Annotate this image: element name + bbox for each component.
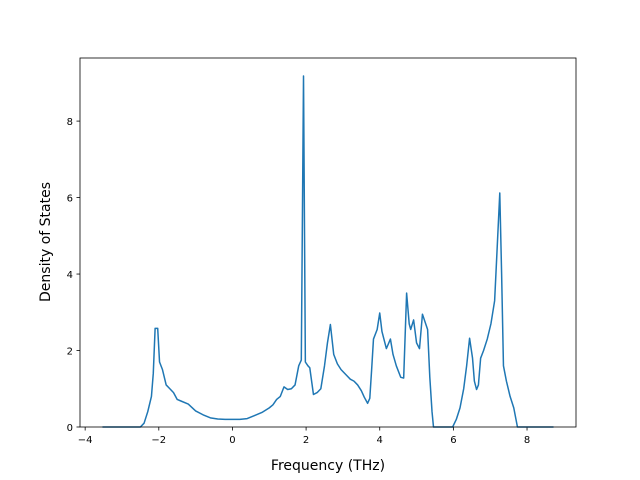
x-tick-label: 0 <box>229 435 235 446</box>
x-tick-label: 8 <box>524 435 530 446</box>
x-tick-label: −4 <box>78 435 93 446</box>
y-tick-label: 0 <box>67 423 73 434</box>
x-tick-label: 2 <box>303 435 309 446</box>
x-tick-label: −2 <box>151 435 166 446</box>
axes-frame <box>79 57 577 428</box>
x-axis-label: Frequency (THz) <box>271 458 385 474</box>
y-tick-label: 8 <box>67 117 73 128</box>
y-tick-label: 6 <box>67 194 73 205</box>
line <box>102 75 554 428</box>
y-axis-label: Density of States <box>38 182 54 302</box>
y-tick-label: 2 <box>67 347 73 358</box>
x-tick-label: 6 <box>450 435 456 446</box>
y-tick-label: 4 <box>67 270 73 281</box>
x-tick-label: 4 <box>377 435 383 446</box>
